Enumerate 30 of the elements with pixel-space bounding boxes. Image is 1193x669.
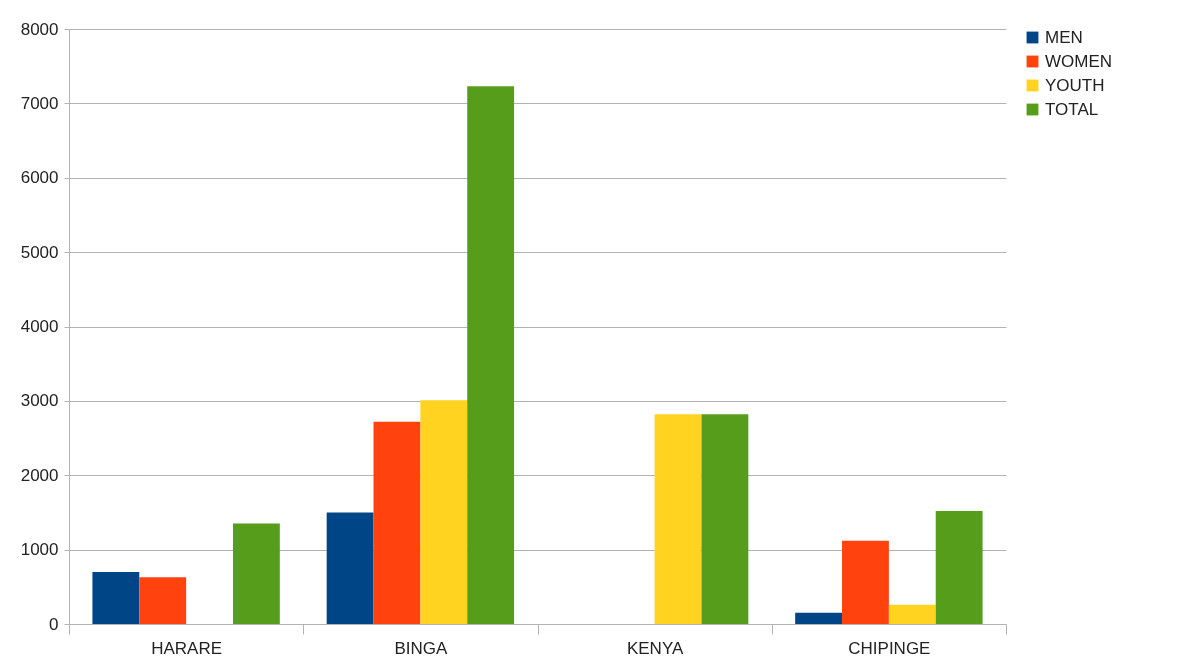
- bar: [888, 604, 936, 624]
- y-tick-label: 5000: [20, 242, 59, 262]
- y-tick-label: 3000: [20, 391, 59, 411]
- x-tick-label: HARARE: [151, 638, 223, 658]
- bar: [232, 523, 280, 624]
- bar: [795, 612, 843, 624]
- bar: [373, 421, 421, 624]
- legend-label: MEN: [1045, 27, 1083, 47]
- legend-label: TOTAL: [1045, 99, 1099, 119]
- y-tick-label: 4000: [20, 317, 59, 336]
- y-tick-label: 7000: [20, 93, 59, 113]
- y-tick-label: 2000: [20, 465, 59, 485]
- bar: [139, 577, 187, 624]
- y-tick-label: 8000: [20, 19, 59, 39]
- bar: [842, 540, 889, 624]
- y-tick-label: 6000: [20, 168, 59, 188]
- legend-label: WOMEN: [1045, 51, 1113, 71]
- bar: [467, 86, 515, 624]
- bar: [326, 512, 374, 624]
- x-tick-label: BINGA: [394, 638, 448, 658]
- x-tick-label: CHIPINGE: [848, 638, 931, 658]
- bar: [92, 571, 140, 624]
- bar: [654, 414, 702, 624]
- bar: [935, 510, 983, 624]
- bar: [420, 400, 468, 624]
- y-tick-label: 1000: [20, 540, 59, 560]
- legend-label: YOUTH: [1045, 75, 1105, 95]
- x-tick-label: KENYA: [626, 638, 684, 658]
- bar: [701, 414, 749, 624]
- y-tick-label: 0: [49, 614, 59, 634]
